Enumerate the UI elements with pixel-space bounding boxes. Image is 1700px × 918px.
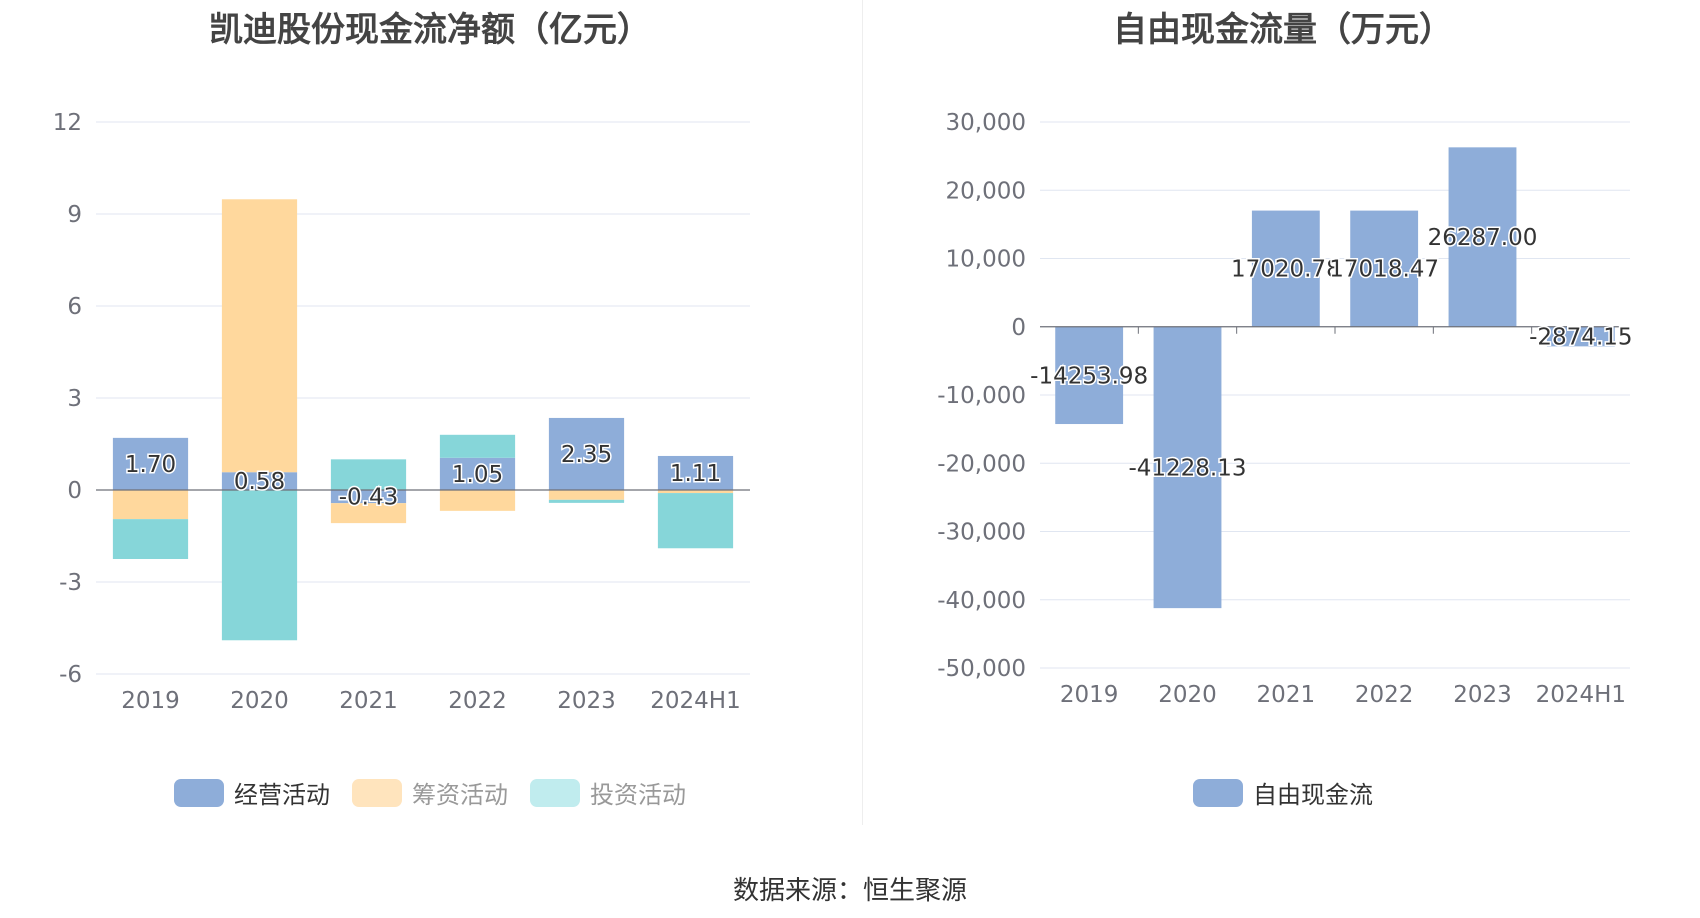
y-tick-label: 3 (67, 386, 82, 412)
legend: 自由现金流 (866, 775, 1700, 810)
free-cashflow-plot: 30,000 20,000 10,000 0 -10,000 -20,000 -30,000… (937, 110, 1634, 708)
legend-label-financing: 筹资活动 (412, 781, 508, 809)
bar-fcf (1448, 147, 1517, 327)
data-label: 2.35 (561, 442, 612, 468)
data-label: -2874.15 (1529, 325, 1632, 351)
legend-swatch-operating (174, 778, 224, 807)
y-tick-label: 20,000 (946, 178, 1026, 204)
legend-item-investing[interactable]: 投资活动 (530, 775, 686, 810)
bar-investing (439, 434, 516, 458)
bar-investing (112, 519, 189, 559)
x-tick-label: 2021 (1257, 682, 1316, 708)
bar-fcf (1350, 210, 1419, 327)
bar-operating (657, 455, 734, 490)
x-tick-label: 2019 (1060, 682, 1119, 708)
x-tick-label: 2022 (448, 688, 507, 714)
y-tick-label: 0 (67, 478, 82, 504)
x-tick-label: 2024H1 (1536, 682, 1626, 708)
legend-item-fcf[interactable]: 自由现金流 (1193, 775, 1373, 810)
y-tick-label: 10,000 (946, 247, 1026, 273)
legend-label-fcf: 自由现金流 (1253, 781, 1373, 809)
y-tick-label: -40,000 (937, 588, 1026, 614)
x-tick-label: 2022 (1355, 682, 1414, 708)
bar-fcf (1055, 326, 1124, 425)
data-label: 1.05 (452, 462, 503, 488)
x-tick-label: 2020 (230, 688, 289, 714)
data-label: 1.70 (125, 452, 176, 478)
legend-swatch-fcf (1193, 778, 1243, 807)
data-label: -41228.13 (1128, 455, 1246, 481)
legend-item-financing[interactable]: 筹资活动 (352, 775, 508, 810)
panel-divider (862, 0, 863, 825)
y-tick-label: 0 (1011, 315, 1026, 341)
y-tick-label: 6 (67, 294, 82, 320)
x-tick-label: 2024H1 (650, 688, 740, 714)
legend: 经营活动 筹资活动 投资活动 (0, 775, 860, 810)
bar-financing (330, 503, 407, 524)
bar-financing (439, 490, 516, 511)
y-tick-label: -6 (59, 662, 82, 688)
chart-title: 自由现金流量（万元） (1113, 10, 1453, 50)
x-tick-label: 2020 (1158, 682, 1217, 708)
y-tick-label: -20,000 (937, 451, 1026, 477)
x-tick-label: 2023 (557, 688, 616, 714)
bar-financing (657, 490, 734, 494)
bar-fcf (1251, 210, 1320, 327)
legend-label-investing: 投资活动 (590, 781, 686, 809)
y-tick-label: 12 (53, 110, 82, 136)
y-tick-label: 30,000 (946, 110, 1026, 136)
bar-financing (548, 490, 625, 500)
data-source: 数据来源：恒生聚源 (732, 876, 967, 906)
y-tick-label: -10,000 (937, 383, 1026, 409)
y-tick-label: -30,000 (937, 520, 1026, 546)
data-label: 0.58 (234, 469, 285, 495)
chart-title: 凯迪股份现金流净额（亿元） (209, 10, 651, 50)
bar-investing (548, 499, 625, 503)
y-tick-label: -50,000 (937, 656, 1026, 682)
bar-fcf (1153, 326, 1222, 609)
bar-fcf (1546, 326, 1615, 347)
data-label: -14253.98 (1030, 363, 1148, 389)
bar-operating (112, 437, 189, 490)
net-cashflow-plot: 12 9 6 3 0 -3 -6 2019 2020 2021 2022 2023 2024H1 1.70… (53, 110, 750, 714)
legend-item-operating[interactable]: 经营活动 (174, 775, 330, 810)
bar-investing (330, 459, 407, 490)
data-label: 1.11 (670, 461, 721, 487)
legend-label-operating: 经营活动 (234, 781, 330, 809)
bar-investing (221, 490, 298, 641)
x-tick-label: 2019 (121, 688, 180, 714)
data-label: 17018.47 (1329, 257, 1439, 283)
net-cashflow-chart: 凯迪股份现金流净额（亿元） 12 9 6 3 0 -3 -6 2019 2020 2021 2022… (0, 0, 860, 830)
legend-swatch-investing (530, 778, 580, 807)
x-tick-label: 2023 (1453, 682, 1512, 708)
x-tick-label: 2021 (339, 688, 398, 714)
bar-operating (548, 417, 625, 490)
data-label: 26287.00 (1428, 225, 1538, 251)
data-label: -0.43 (339, 485, 399, 511)
bar-investing (657, 493, 734, 549)
bar-operating (439, 457, 516, 490)
bar-operating (330, 490, 407, 504)
bar-financing (221, 199, 298, 473)
free-cashflow-chart: 自由现金流量（万元） 30,000 20,000 10,000 0 -10,000 -20… (866, 0, 1700, 830)
legend-swatch-financing (352, 778, 402, 807)
data-label: 17020.78 (1231, 257, 1341, 283)
bar-operating (221, 472, 298, 490)
y-tick-label: 9 (67, 202, 82, 228)
bar-financing (112, 490, 189, 520)
y-tick-label: -3 (59, 570, 82, 596)
